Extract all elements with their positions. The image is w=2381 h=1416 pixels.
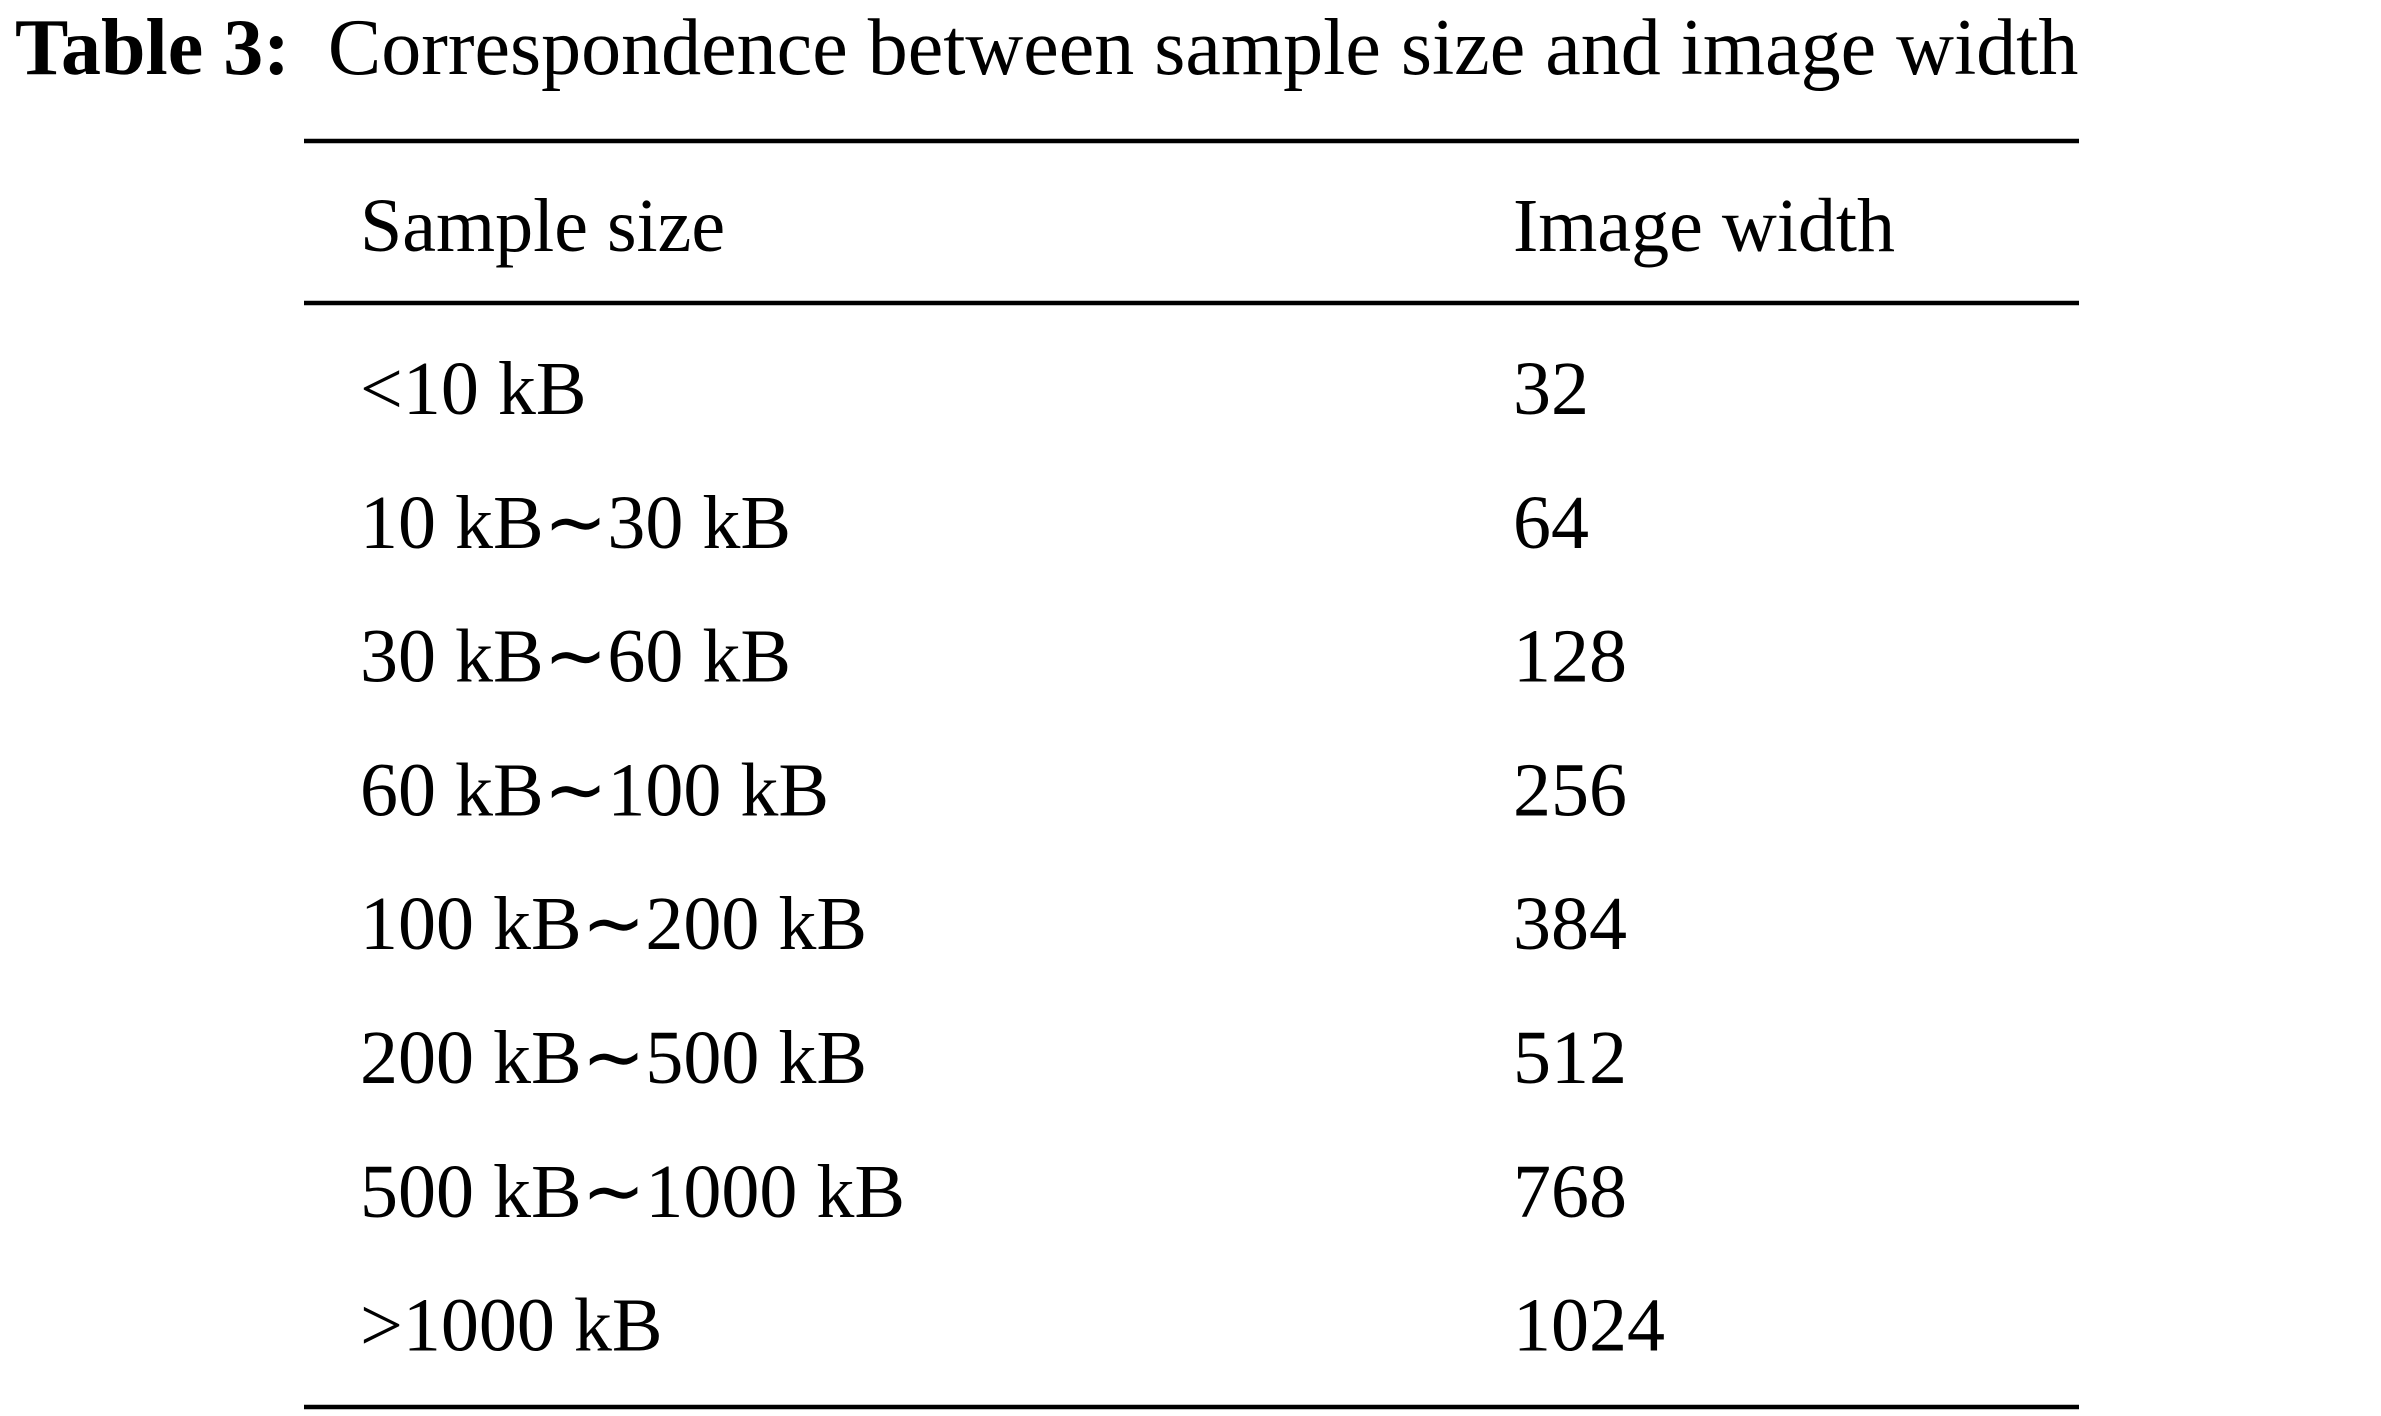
table-cell: 512: [1513, 1016, 1627, 1100]
caption: Table 3: Correspondence between sample si…: [15, 4, 2078, 92]
table-cell: 200 kB∼500 kB: [360, 1016, 867, 1100]
table-cell: 768: [1513, 1150, 1627, 1234]
table-cell: 64: [1513, 481, 1589, 565]
caption-text: Correspondence between sample size and i…: [328, 4, 2079, 92]
table-cell: 60 kB∼100 kB: [360, 748, 829, 832]
table-cell: 384: [1513, 882, 1627, 966]
table-cell: 500 kB∼1000 kB: [360, 1150, 905, 1234]
table-cell: 30 kB∼60 kB: [360, 615, 791, 699]
table-cell: 100 kB∼200 kB: [360, 882, 867, 966]
table-cell: 256: [1513, 748, 1627, 832]
header-cell: Image width: [1513, 184, 1895, 268]
table-cell: >1000 kB: [360, 1284, 663, 1368]
header-cell: Sample size: [360, 184, 725, 268]
caption-label: Table 3:: [15, 4, 290, 92]
table-cell: 128: [1513, 615, 1627, 699]
table-cell: 1024: [1513, 1284, 1665, 1368]
table-cell: 32: [1513, 347, 1589, 431]
table-cell: 10 kB∼30 kB: [360, 481, 791, 565]
table-cell: <10 kB: [360, 347, 587, 431]
